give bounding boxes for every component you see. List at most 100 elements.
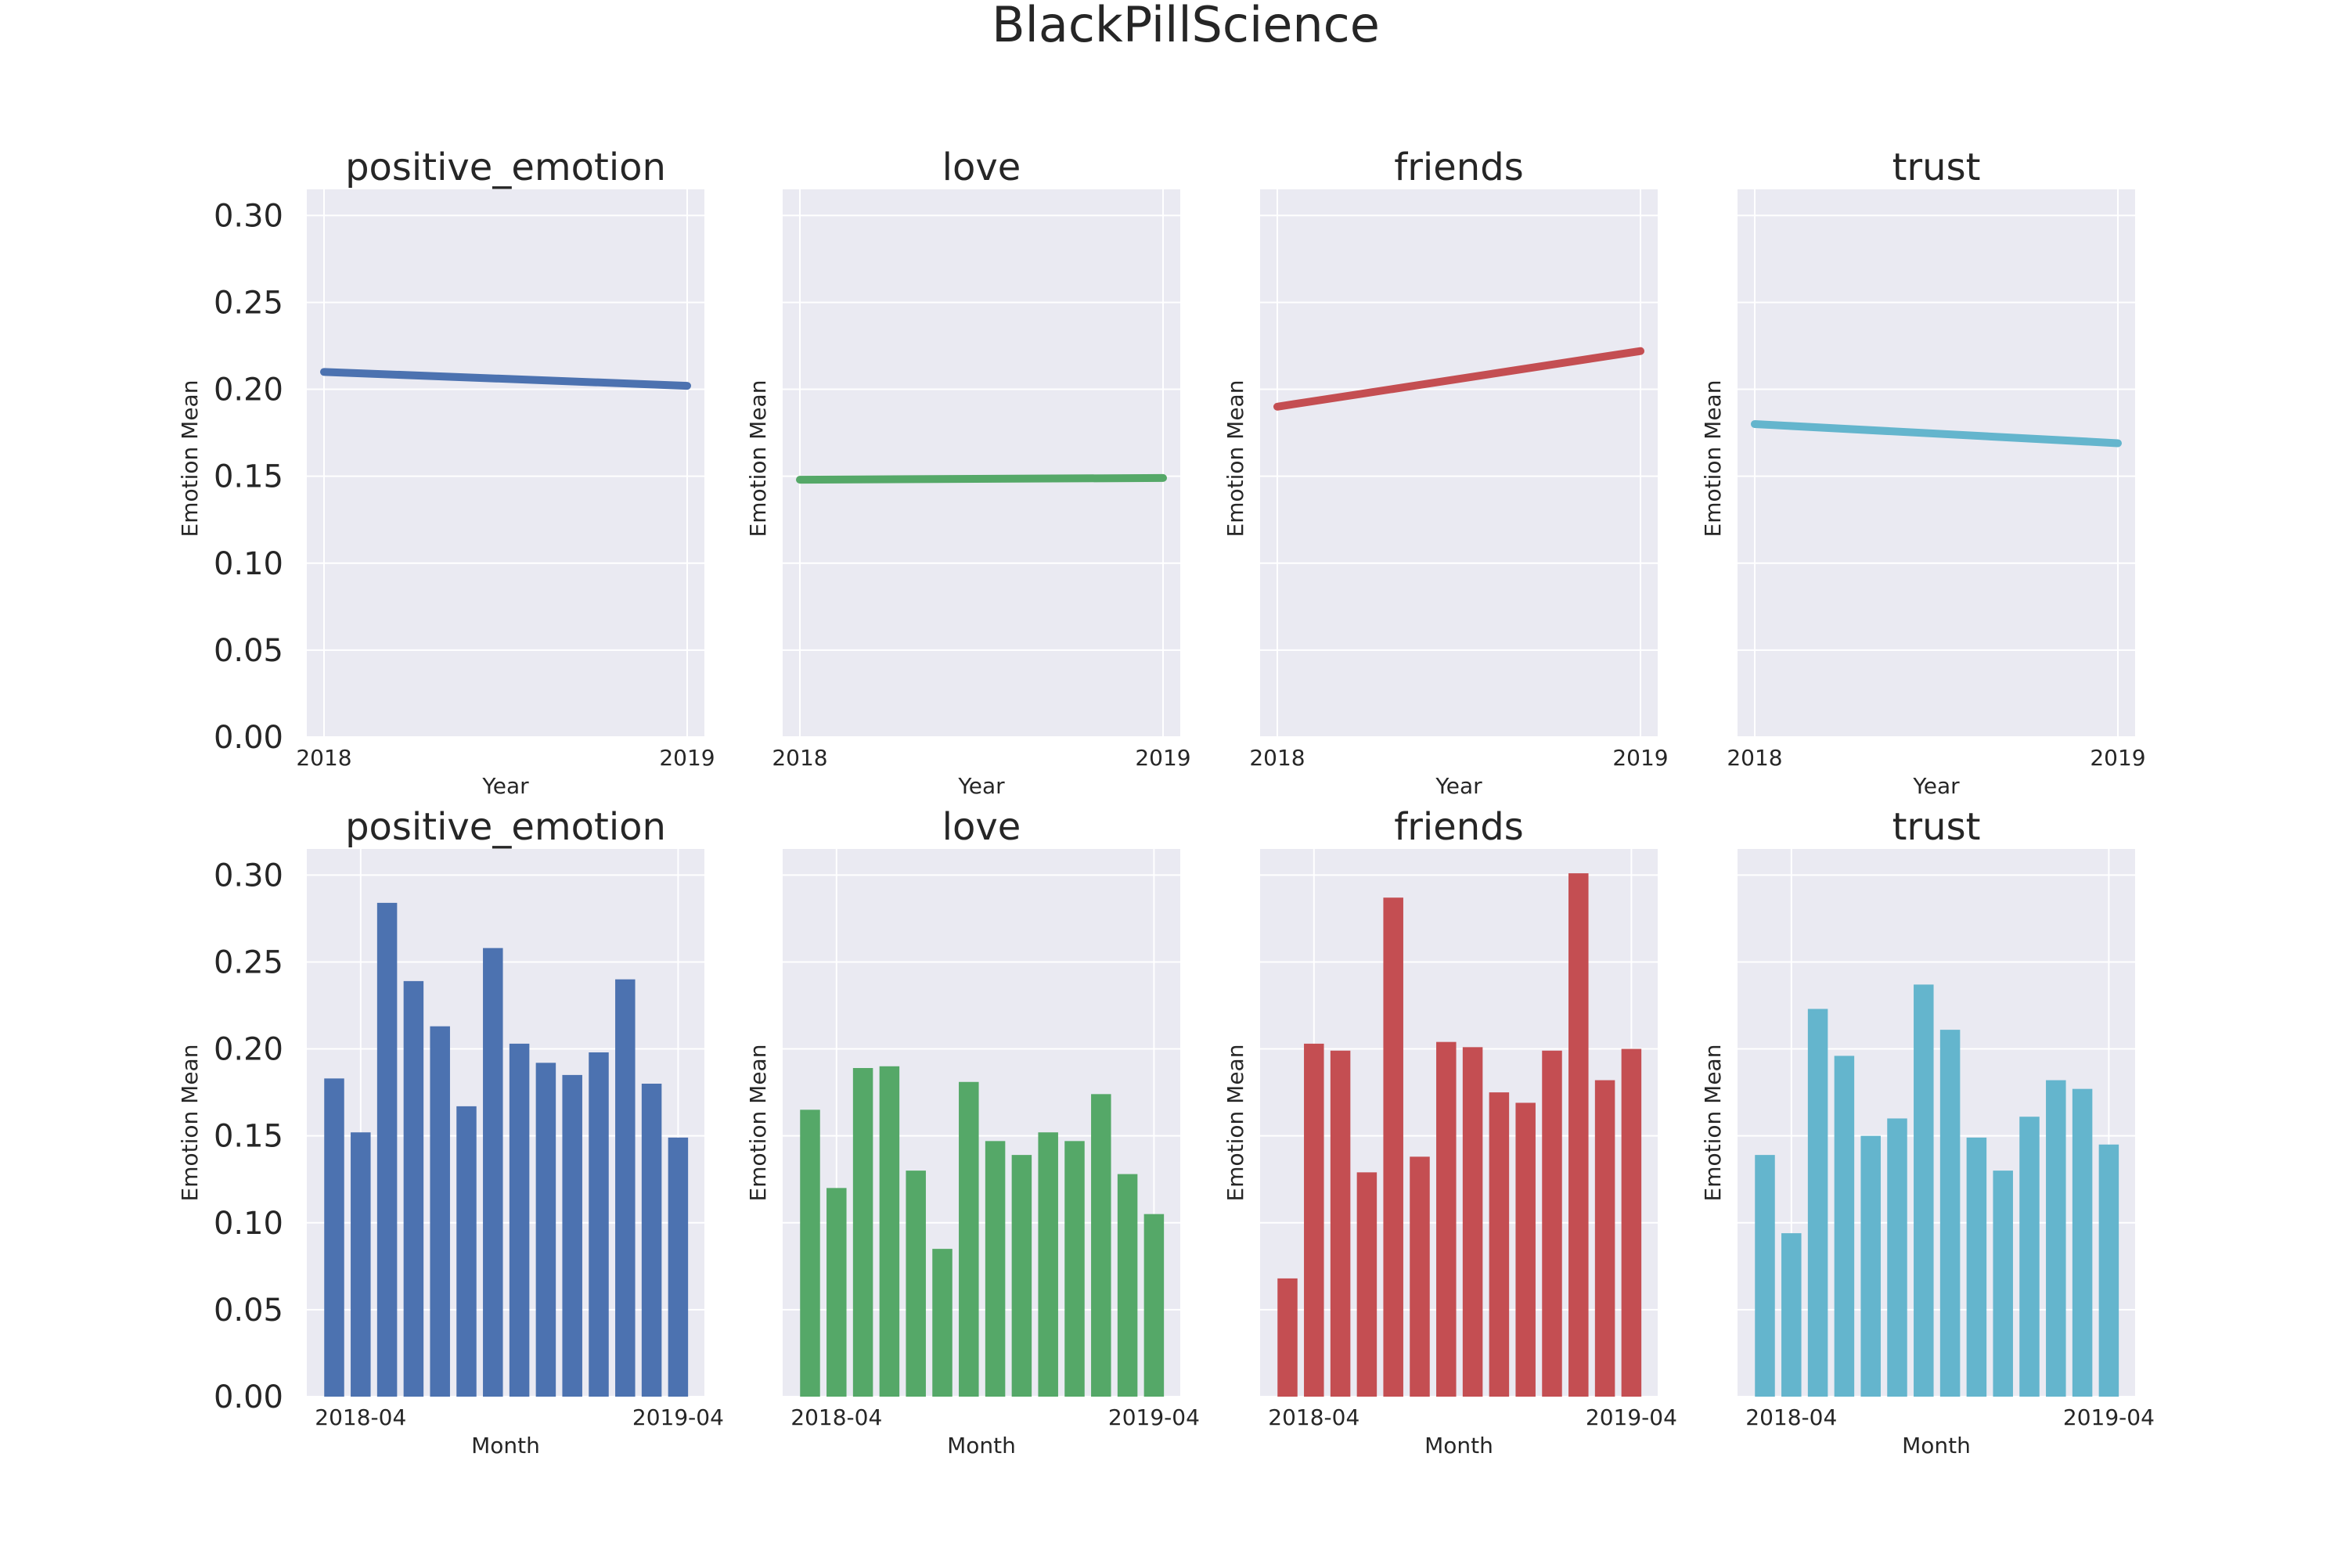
bar [1091, 1094, 1111, 1397]
series-line [1751, 420, 2122, 448]
bar [1807, 1009, 1828, 1397]
bar [1143, 1214, 1165, 1397]
bar [668, 1137, 689, 1397]
bar [959, 1081, 979, 1397]
bar [1914, 984, 1934, 1397]
subplot-bar-positive_emotion: 0.00 0.05 0.10 0.15 0.20 0.25 0.30 positive_emo… [177, 805, 724, 1458]
y-axis-label: Emotion Mean [1223, 1045, 1248, 1202]
subplot-line-love: love Emotion Mean Year 2018 2019 [745, 146, 1191, 799]
bar [509, 1043, 530, 1397]
x-tick-label: 2018 [772, 745, 827, 771]
x-tick-label: 2019 [2090, 745, 2145, 771]
bar [535, 1063, 556, 1397]
y-axis-label: Emotion Mean [745, 380, 771, 538]
bar [403, 980, 424, 1397]
subplot-bar-love: love Emotion Mean Month 2018-04 2019-04 [745, 805, 1200, 1458]
x-axis-label: Year [957, 773, 1005, 799]
bar [985, 1141, 1006, 1397]
bar [1887, 1118, 1907, 1397]
x-axis-label: Year [1435, 773, 1482, 799]
bar [351, 1132, 371, 1397]
y-tick-label: 0.30 [214, 858, 283, 894]
bar [932, 1249, 953, 1397]
bar [1489, 1092, 1510, 1397]
bar [852, 1068, 873, 1397]
y-axis-label: Emotion Mean [177, 380, 203, 538]
bar [641, 1084, 662, 1397]
x-axis-label: Month [947, 1433, 1016, 1458]
bar [906, 1171, 926, 1397]
axes-background [783, 849, 1180, 1397]
bar [1356, 1172, 1377, 1397]
x-axis-label: Month [471, 1433, 540, 1458]
bar [1277, 1278, 1298, 1397]
bar [2098, 1144, 2119, 1397]
bar [376, 902, 398, 1397]
bar [2046, 1080, 2066, 1397]
x-tick-label: 2019-04 [632, 1404, 724, 1430]
bar [1542, 1050, 1562, 1397]
figure-title: BlackPillScience [992, 0, 1380, 53]
y-axis-label: Emotion Mean [745, 1045, 771, 1202]
y-tick-label: 0.20 [214, 372, 283, 408]
x-tick-label: 2018 [1727, 745, 1782, 771]
bar [1781, 1233, 1802, 1397]
y-tick-label: 0.30 [214, 198, 283, 234]
y-tick-label: 0.05 [214, 1293, 283, 1329]
bar [1939, 1030, 1961, 1397]
axes-background [1738, 849, 2135, 1397]
bar [1462, 1047, 1483, 1397]
x-axis-label: Month [1424, 1433, 1493, 1458]
x-tick-label: 2018 [1249, 745, 1305, 771]
x-tick-label: 2019 [1612, 745, 1668, 771]
series-line [320, 368, 691, 390]
bar [589, 1052, 609, 1397]
x-axis-label: Year [481, 773, 529, 799]
subplot-title: friends [1394, 805, 1523, 849]
y-axis-label: Emotion Mean [1700, 380, 1726, 538]
y-tick-label: 0.10 [214, 1206, 283, 1242]
bar [456, 1106, 477, 1397]
y-axis-label: Emotion Mean [1700, 1045, 1726, 1202]
y-tick-label: 0.00 [214, 720, 283, 756]
bar [1383, 897, 1403, 1397]
subplot-line-friends: friends Emotion Mean Year 2018 2019 [1223, 146, 1669, 799]
x-tick-label: 2019 [659, 745, 715, 771]
bar [615, 979, 636, 1397]
bar [1966, 1137, 1987, 1397]
bar [826, 1188, 847, 1397]
bar [1436, 1041, 1457, 1397]
bar [1064, 1141, 1085, 1397]
bar [1515, 1102, 1536, 1397]
series-line [796, 473, 1167, 484]
axes-background [783, 189, 1180, 737]
bar [1568, 873, 1589, 1397]
subplot-line-trust: trust Emotion Mean Year 2018 2019 [1700, 146, 2146, 799]
y-axis-label: Emotion Mean [177, 1045, 203, 1202]
bar [1117, 1174, 1138, 1397]
bar [1594, 1080, 1615, 1397]
subplot-line-positive_emotion: 0.00 0.05 0.10 0.15 0.20 0.25 0.30 positive_emo… [177, 146, 715, 799]
bar [1755, 1155, 1775, 1397]
subplot-title: love [942, 146, 1021, 189]
bar [1330, 1050, 1351, 1397]
subplot-bar-friends: friends Emotion Mean Month 2018-04 2019-04 [1223, 805, 1677, 1458]
y-tick-label: 0.00 [214, 1379, 283, 1415]
x-tick-label: 2018-04 [1268, 1404, 1359, 1430]
y-axis-label: Emotion Mean [1223, 380, 1248, 538]
bar [800, 1109, 820, 1397]
bar [324, 1078, 344, 1397]
y-tick-label: 0.25 [214, 285, 283, 321]
x-tick-label: 2018 [296, 745, 351, 771]
y-tick-label: 0.10 [214, 546, 283, 582]
bar [2072, 1088, 2093, 1397]
axes-background [307, 849, 704, 1397]
x-tick-label: 2018-04 [1745, 1404, 1837, 1430]
subplot-title: love [942, 805, 1021, 849]
bar [483, 948, 503, 1397]
axes-background [307, 189, 704, 737]
bar [879, 1066, 900, 1397]
y-tick-label: 0.05 [214, 633, 283, 669]
